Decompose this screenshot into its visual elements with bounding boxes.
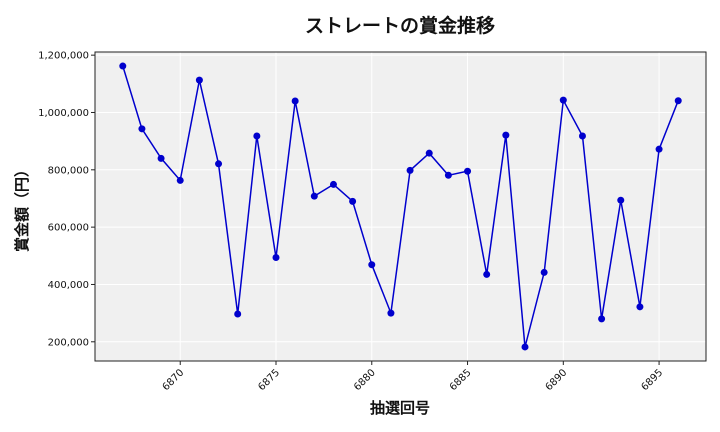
data-point bbox=[253, 132, 261, 140]
data-point bbox=[502, 131, 510, 139]
data-point bbox=[195, 76, 203, 84]
grid-lines bbox=[95, 52, 706, 361]
y-axis-label: 賞金額（円） bbox=[13, 162, 31, 252]
data-point bbox=[387, 309, 395, 317]
data-point bbox=[215, 160, 223, 168]
y-tick-label: 1,000,000 bbox=[38, 108, 89, 119]
y-tick-label: 1,200,000 bbox=[38, 51, 89, 62]
x-axis-ticks: 6870 6875 6880 6885 6890 6895 bbox=[161, 361, 665, 393]
x-axis-label: 抽選回号 bbox=[370, 399, 430, 417]
data-point bbox=[406, 166, 414, 174]
series-markers bbox=[119, 62, 682, 351]
y-tick-label: 200,000 bbox=[48, 337, 89, 348]
y-axis-ticks: 200,000 400,000 600,000 800,000 1,000,000 1,2… bbox=[38, 51, 95, 348]
series-line bbox=[122, 65, 679, 348]
data-point bbox=[291, 97, 299, 105]
y-tick-label: 600,000 bbox=[48, 223, 89, 234]
data-point bbox=[598, 315, 606, 323]
data-point bbox=[636, 303, 644, 311]
data-point bbox=[617, 196, 625, 204]
data-point bbox=[157, 154, 165, 162]
data-point bbox=[119, 62, 127, 70]
data-point bbox=[578, 132, 586, 140]
data-point bbox=[559, 96, 567, 104]
plot-area bbox=[95, 52, 706, 361]
data-point bbox=[444, 171, 452, 179]
series-polyline bbox=[122, 65, 679, 348]
data-point bbox=[329, 180, 337, 188]
data-point bbox=[234, 310, 242, 318]
data-point bbox=[368, 261, 376, 269]
y-tick-label: 800,000 bbox=[48, 165, 89, 176]
data-point bbox=[425, 149, 433, 157]
y-tick-label: 400,000 bbox=[48, 280, 89, 291]
x-tick-label: 6885 bbox=[448, 367, 474, 393]
data-point bbox=[138, 125, 146, 133]
data-point bbox=[176, 176, 184, 184]
data-point bbox=[483, 270, 491, 278]
data-point bbox=[464, 167, 472, 175]
x-tick-label: 6880 bbox=[352, 367, 378, 393]
plot-frame bbox=[94, 51, 707, 362]
data-point bbox=[310, 192, 318, 200]
data-point bbox=[521, 343, 529, 351]
x-tick-label: 6875 bbox=[256, 367, 282, 393]
data-point bbox=[540, 268, 548, 276]
data-point bbox=[272, 254, 280, 262]
data-point bbox=[674, 97, 682, 105]
x-tick-label: 6895 bbox=[639, 367, 665, 393]
x-tick-label: 6890 bbox=[544, 367, 570, 393]
chart-title: ストレートの賞金推移 bbox=[305, 14, 495, 37]
data-point bbox=[655, 145, 663, 153]
x-tick-label: 6870 bbox=[161, 367, 187, 393]
data-point bbox=[349, 197, 357, 205]
